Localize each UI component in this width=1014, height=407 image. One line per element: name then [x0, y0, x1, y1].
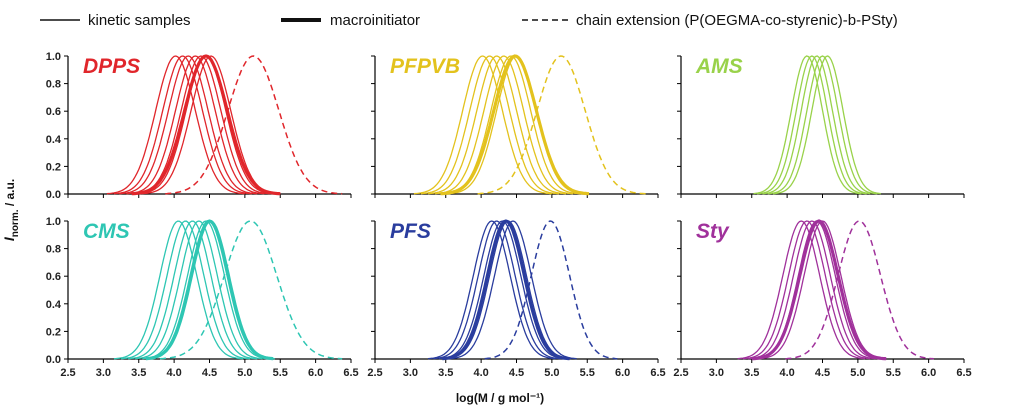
panel-sty: 2.5 3.0 3.5 4.0 4.5 5.0 5.5 6.0 6.5 Sty	[673, 219, 972, 379]
kinetic-curve	[135, 220, 263, 360]
kinetic-curve	[428, 55, 567, 195]
panel-label: Sty	[696, 220, 730, 243]
kinetic-curve	[413, 55, 552, 195]
x-tick-label: 6.0	[921, 367, 936, 379]
x-tick-label: 3.5	[438, 367, 453, 379]
legend-kinetic-label: kinetic samples	[88, 12, 191, 29]
y-tick-label: 0.2	[46, 326, 61, 338]
kinetic-curve	[119, 55, 258, 195]
x-tick-label: 4.5	[509, 367, 524, 379]
x-tick-label: 2.5	[673, 367, 688, 379]
panel-label: PFS	[390, 220, 431, 243]
x-tick-label: 5.0	[544, 367, 559, 379]
panel-label: PFPVB	[390, 55, 460, 78]
kinetic-curve	[126, 55, 265, 195]
macroinitiator-curve	[440, 54, 590, 196]
chain-extension-curve	[159, 220, 343, 360]
x-tick-label: 4.5	[202, 367, 217, 379]
x-tick-label: 6.0	[308, 367, 323, 379]
panel-label: AMS	[695, 55, 743, 78]
chain-extension-curve	[165, 55, 343, 195]
x-tick-label: 5.5	[886, 367, 901, 379]
y-tick-label: 0.6	[46, 271, 61, 283]
panel-label: CMS	[83, 220, 130, 243]
kinetic-curve	[113, 55, 252, 195]
macroinitiator-curve	[131, 54, 281, 196]
kinetic-curve	[147, 220, 275, 360]
x-tick-label: 6.5	[343, 367, 358, 379]
kinetic-curve	[449, 220, 577, 360]
chain-extension-curve	[484, 220, 618, 360]
x-tick-label: 4.0	[779, 367, 794, 379]
y-axis-title: Inorm. / a.u.	[1, 179, 21, 241]
x-tick-label: 4.0	[473, 367, 488, 379]
kinetic-curve	[767, 55, 878, 195]
x-tick-label: 3.5	[131, 367, 146, 379]
y-tick-label: 0.8	[46, 244, 61, 256]
x-tick-label: 5.0	[237, 367, 252, 379]
kinetic-curve	[435, 55, 574, 195]
chain-extension-curve	[477, 55, 646, 195]
x-tick-label: 5.5	[273, 367, 288, 379]
x-tick-label: 4.5	[815, 367, 830, 379]
panel-dpps: 0.0 0.2 0.4 0.6 0.8 1.0 DPPS	[46, 51, 352, 201]
macroinitiator-curve	[145, 219, 274, 361]
x-tick-label: 5.5	[580, 367, 595, 379]
x-tick-label: 6.5	[956, 367, 971, 379]
macroinitiator-curve	[751, 219, 887, 361]
x-tick-label: 5.0	[850, 367, 865, 379]
kinetic-curve	[113, 220, 244, 360]
x-tick-label: 6.5	[650, 367, 665, 379]
y-tick-label: 0.4	[46, 299, 62, 311]
y-tick-label: 0.6	[46, 106, 61, 118]
panel-label: DPPS	[83, 55, 140, 78]
x-tick-label: 3.0	[96, 367, 111, 379]
kinetic-curve	[753, 55, 862, 195]
kinetic-curve	[762, 55, 871, 195]
x-axis-title: log(M / g mol⁻¹)	[456, 391, 544, 405]
kinetic-curve	[438, 220, 567, 360]
chart-panels: 0.00.20.40.60.81.0 DPPS PFPVB AMS0.00.20.40…	[46, 51, 972, 379]
x-tick-label: 3.5	[744, 367, 759, 379]
kinetic-curve	[447, 55, 586, 195]
y-tick-label: 0.4	[46, 134, 62, 146]
y-tick-label: 1.0	[46, 51, 61, 63]
kinetic-curve	[742, 220, 871, 360]
y-tick-label: 1.0	[46, 216, 61, 228]
panel-pfpvb: PFPVB	[371, 54, 659, 198]
y-tick-label: 0.0	[46, 354, 61, 366]
kinetic-curve	[428, 220, 556, 360]
kinetic-curve	[106, 55, 245, 195]
kinetic-curve	[442, 55, 581, 195]
macroinitiator-curve	[442, 219, 570, 361]
panel-pfs: 2.5 3.0 3.5 4.0 4.5 5.0 5.5 6.0 6.5 PFS	[367, 219, 666, 379]
kinetic-curve	[772, 55, 881, 195]
kinetic-curve	[433, 220, 561, 360]
legend-chain-label: chain extension (P(OEGMA-co-styrenic)-b-…	[576, 12, 898, 29]
y-tick-label: 0.2	[46, 161, 61, 173]
kinetic-curve	[128, 220, 258, 360]
kinetic-curve	[121, 220, 251, 360]
y-tick-label: 0.8	[46, 79, 61, 91]
x-tick-label: 2.5	[60, 367, 75, 379]
panel-cms: 0.0 0.2 0.4 0.6 0.8 1.0 2.5 3.0 3.5 4.0 4.5 5.0 5.5 6…	[46, 216, 359, 379]
kinetic-curve	[748, 220, 876, 360]
kinetic-curve	[737, 220, 866, 360]
legend-macro-label: macroinitiator	[330, 12, 420, 29]
y-tick-label: 0.0	[46, 189, 61, 201]
kinetic-curve	[142, 220, 270, 360]
x-tick-label: 3.0	[403, 367, 418, 379]
kinetic-curve	[757, 55, 867, 195]
x-tick-label: 2.5	[367, 367, 382, 379]
panel-ams: AMS	[677, 55, 965, 198]
x-tick-label: 4.0	[166, 367, 181, 379]
x-tick-label: 6.0	[615, 367, 630, 379]
x-tick-label: 3.0	[709, 367, 724, 379]
legend: kinetic samples macroinitiator chain ext…	[40, 12, 898, 29]
kinetic-curve	[420, 55, 560, 195]
